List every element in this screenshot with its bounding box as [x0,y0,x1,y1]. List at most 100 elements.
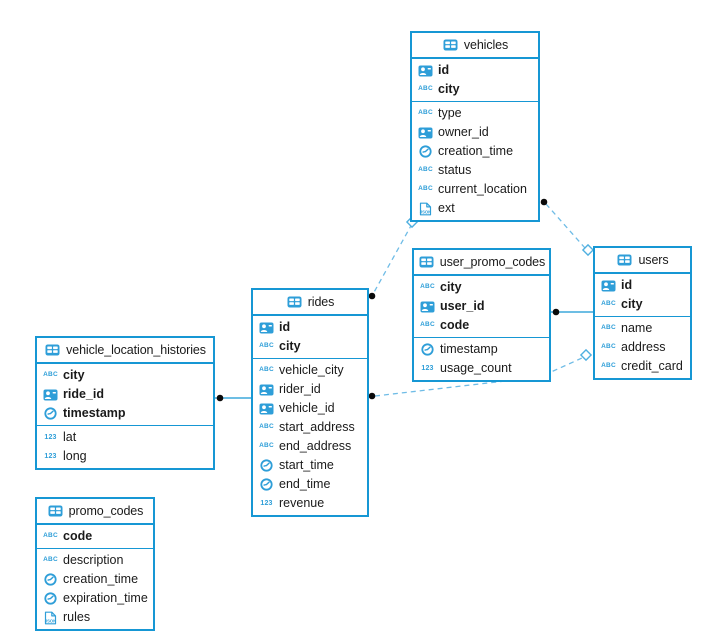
row-upc-code[interactable]: ABC code [414,316,549,335]
key-columns-section: id ABC city [412,59,538,102]
column-label: creation_time [438,144,514,159]
text-type-icon: ABC [420,321,435,329]
text-type-icon: ABC [601,362,616,370]
row-vehicles-owner-id[interactable]: owner_id [412,123,538,142]
table-vehicles[interactable]: vehicles id ABC city ABC type owner_id c… [410,31,540,222]
row-rides-start-time[interactable]: start_time [253,456,367,475]
text-type-icon: ABC [43,532,58,540]
row-vehicles-creation-time[interactable]: creation_time [412,142,538,161]
table-vehicle-location-histories[interactable]: vehicle_location_histories ABC city ride… [35,336,215,470]
id-type-icon [42,389,59,401]
row-pc-code[interactable]: ABC code [37,527,153,546]
column-label: type [438,106,462,121]
text-type-icon: ABC [601,324,616,332]
key-columns-section: ABC code [37,525,153,549]
row-users-id[interactable]: id [595,276,690,295]
table-title: vehicle_location_histories [66,343,206,357]
column-label: city [63,368,85,383]
row-vlh-long[interactable]: 123 long [37,447,213,466]
column-label: credit_card [621,359,683,374]
row-upc-city[interactable]: ABC city [414,278,549,297]
row-rides-rider-id[interactable]: rider_id [253,380,367,399]
table-title: vehicles [463,38,509,52]
table-icon [44,344,61,356]
row-rides-id[interactable]: id [253,318,367,337]
table-header[interactable]: rides [253,290,367,316]
row-vehicles-status[interactable]: ABC status [412,161,538,180]
column-label: current_location [438,182,527,197]
column-label: revenue [279,496,325,511]
datetime-type-icon [42,573,59,586]
table-rides[interactable]: rides id ABC city ABC vehicle_city rider… [251,288,369,517]
row-users-credit-card[interactable]: ABC credit_card [595,357,690,376]
column-label: city [440,280,462,295]
table-header[interactable]: users [595,248,690,274]
text-type-icon: ABC [259,442,274,450]
table-icon [418,256,435,268]
row-vehicles-city[interactable]: ABC city [412,80,538,99]
text-type-icon: ABC [259,366,274,374]
row-vlh-timestamp[interactable]: timestamp [37,404,213,423]
row-rides-start-address[interactable]: ABC start_address [253,418,367,437]
column-label: lat [63,430,77,445]
row-pc-expiration-time[interactable]: expiration_time [37,589,153,608]
column-label: ride_id [63,387,104,402]
text-type-icon: ABC [418,109,433,117]
id-type-icon [600,280,617,292]
numeric-type-icon: 123 [421,365,434,372]
row-rides-end-time[interactable]: end_time [253,475,367,494]
column-label: owner_id [438,125,489,140]
row-rides-revenue[interactable]: 123 revenue [253,494,367,513]
row-vehicles-type[interactable]: ABC type [412,104,538,123]
row-users-city[interactable]: ABC city [595,295,690,314]
columns-section: 123 lat 123 long [37,426,213,468]
numeric-type-icon: 123 [44,453,57,460]
row-rides-end-address[interactable]: ABC end_address [253,437,367,456]
id-type-icon [417,127,434,139]
row-upc-timestamp[interactable]: timestamp [414,340,549,359]
table-user-promo-codes[interactable]: user_promo_codes ABC city user_id ABC co… [412,248,551,382]
row-vlh-city[interactable]: ABC city [37,366,213,385]
column-label: start_address [279,420,355,435]
column-label: usage_count [440,361,512,376]
text-type-icon: ABC [418,185,433,193]
row-pc-creation-time[interactable]: creation_time [37,570,153,589]
row-pc-description[interactable]: ABC description [37,551,153,570]
column-label: rider_id [279,382,321,397]
row-vehicles-id[interactable]: id [412,61,538,80]
row-users-address[interactable]: ABC address [595,338,690,357]
table-header[interactable]: vehicles [412,33,538,59]
columns-section: ABC name ABC address ABC credit_card [595,317,690,378]
table-promo-codes[interactable]: promo_codes ABC code ABC description cre… [35,497,155,631]
row-pc-rules[interactable]: JSON rules [37,608,153,627]
column-label: code [440,318,470,333]
row-vlh-ride-id[interactable]: ride_id [37,385,213,404]
table-header[interactable]: vehicle_location_histories [37,338,213,364]
text-type-icon: ABC [43,556,58,564]
row-rides-vehicle-id[interactable]: vehicle_id [253,399,367,418]
table-header[interactable]: promo_codes [37,499,153,525]
column-label: city [621,297,643,312]
row-rides-city[interactable]: ABC city [253,337,367,356]
column-label: vehicle_id [279,401,335,416]
row-vehicles-current-location[interactable]: ABC current_location [412,180,538,199]
table-users[interactable]: users id ABC city ABC name ABC address A… [593,246,692,380]
row-vehicles-ext[interactable]: JSON ext [412,199,538,218]
column-label: description [63,553,124,568]
row-upc-usage-count[interactable]: 123 usage_count [414,359,549,378]
id-type-icon [258,403,275,415]
column-label: long [63,449,87,464]
row-rides-vehicle-city[interactable]: ABC vehicle_city [253,361,367,380]
row-vlh-lat[interactable]: 123 lat [37,428,213,447]
datetime-type-icon [42,592,59,605]
datetime-type-icon [258,478,275,491]
column-label: id [438,63,450,78]
row-users-name[interactable]: ABC name [595,319,690,338]
column-label: address [621,340,666,355]
json-type-icon: JSON [42,611,59,625]
table-header[interactable]: user_promo_codes [414,250,549,276]
column-label: timestamp [63,406,126,421]
column-label: end_address [279,439,352,454]
row-upc-user-id[interactable]: user_id [414,297,549,316]
